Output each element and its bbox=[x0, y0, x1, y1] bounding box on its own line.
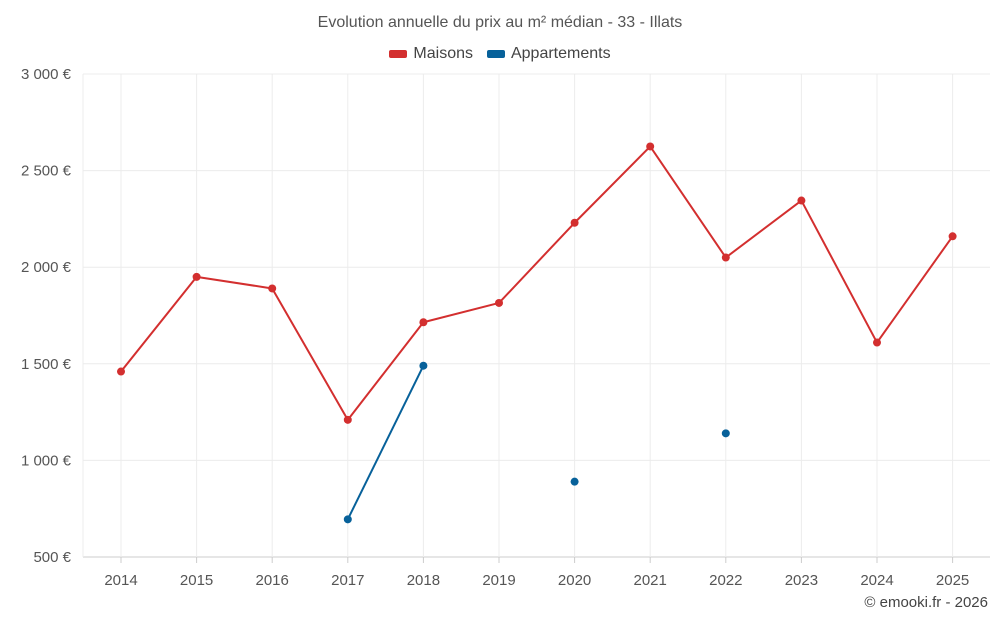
data-point-appartements bbox=[343, 515, 352, 524]
legend-item-appartements[interactable]: Appartements bbox=[486, 45, 611, 63]
x-tick-label: 2024 bbox=[860, 572, 893, 589]
y-tick-label: 2 000 € bbox=[21, 259, 72, 276]
x-tick-label: 2018 bbox=[407, 572, 440, 589]
data-point-appartements bbox=[419, 361, 428, 370]
x-tick-label: 2017 bbox=[331, 572, 364, 589]
data-point-maisons bbox=[192, 272, 201, 281]
data-point-maisons bbox=[268, 284, 277, 293]
y-tick-label: 500 € bbox=[33, 549, 71, 566]
data-point-maisons bbox=[419, 318, 428, 327]
y-tick-label: 2 500 € bbox=[21, 163, 72, 180]
data-point-maisons bbox=[873, 338, 881, 347]
data-point-appartements bbox=[721, 429, 730, 438]
chart-title: Evolution annuelle du prix au m² médian … bbox=[317, 14, 683, 31]
y-tick-label: 3 000 € bbox=[21, 66, 72, 83]
series-line-appartements bbox=[346, 365, 425, 520]
x-tick-label: 2014 bbox=[104, 572, 137, 589]
x-tick-label: 2022 bbox=[709, 572, 742, 589]
data-point-maisons bbox=[117, 367, 125, 376]
legend-item-maisons[interactable]: Maisons bbox=[389, 45, 473, 63]
legend-swatch-appartements bbox=[486, 50, 505, 58]
data-point-appartements bbox=[570, 477, 579, 486]
chart-legend: Maisons Appartements bbox=[0, 45, 1000, 63]
x-tick-label: 2019 bbox=[482, 572, 515, 589]
credit-text: © emooki.fr - 2026 bbox=[864, 594, 988, 611]
data-point-maisons bbox=[797, 196, 806, 205]
data-point-maisons bbox=[948, 232, 957, 241]
x-tick-label: 2023 bbox=[785, 572, 818, 589]
y-tick-label: 1 500 € bbox=[21, 356, 72, 373]
legend-label-maisons: Maisons bbox=[413, 45, 473, 62]
y-tick-label: 1 000 € bbox=[21, 452, 72, 469]
data-point-maisons bbox=[343, 415, 352, 424]
series-line-maisons bbox=[120, 145, 954, 421]
x-tick-label: 2025 bbox=[936, 572, 969, 589]
x-tick-label: 2020 bbox=[558, 572, 591, 589]
data-point-maisons bbox=[721, 253, 730, 262]
data-point-maisons bbox=[495, 298, 503, 307]
x-tick-label: 2021 bbox=[634, 572, 667, 589]
legend-label-appartements: Appartements bbox=[510, 45, 611, 62]
x-tick-label: 2016 bbox=[256, 572, 289, 589]
x-tick-label: 2015 bbox=[180, 572, 213, 589]
legend-swatch-maisons bbox=[389, 50, 408, 58]
data-point-maisons bbox=[570, 218, 579, 227]
data-point-maisons bbox=[646, 142, 655, 151]
